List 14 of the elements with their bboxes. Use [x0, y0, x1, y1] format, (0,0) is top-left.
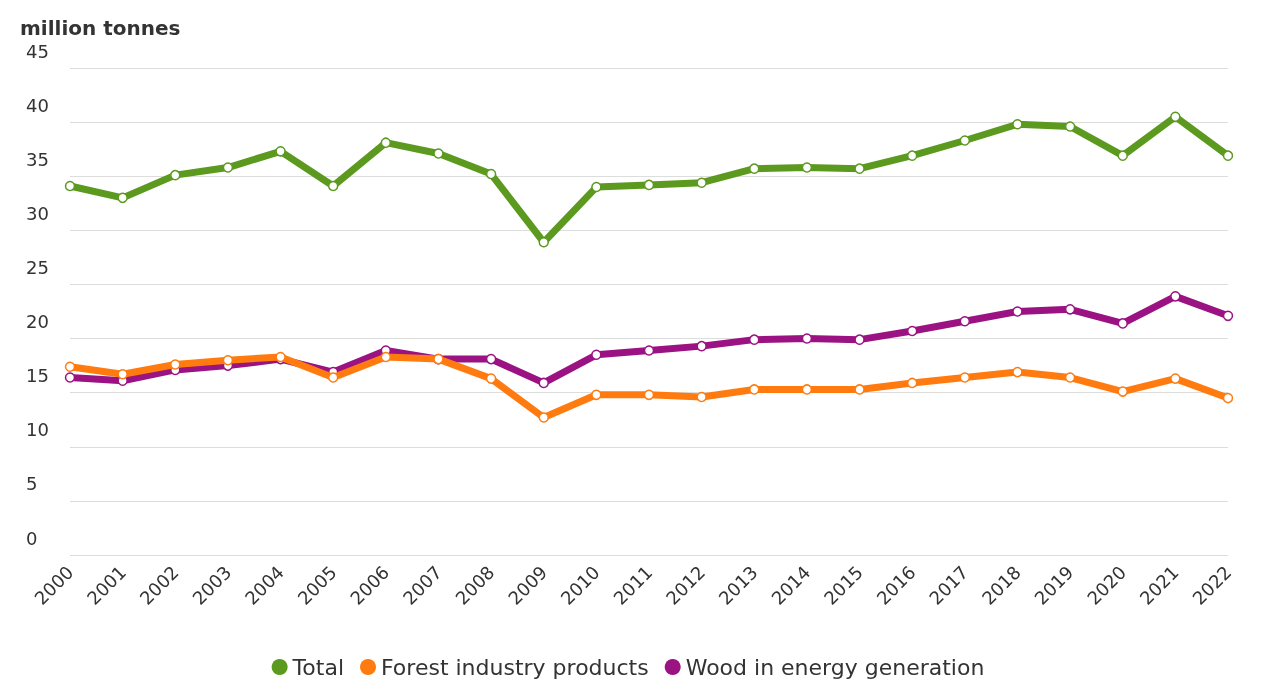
y-tick-label: 30 [26, 202, 49, 224]
y-tick-label: 45 [26, 40, 49, 62]
y-tick-label: 5 [26, 473, 38, 495]
legend-label: Wood in energy generation [685, 654, 985, 680]
y-axis-title: million tonnes [20, 16, 181, 40]
y-tick-label: 15 [26, 365, 49, 387]
y-tick-label: 40 [26, 94, 49, 116]
y-tick-label: 35 [26, 148, 49, 170]
legend-label: Forest industry products [381, 654, 649, 680]
legend-label: Total [291, 654, 345, 680]
y-tick-label: 10 [26, 419, 49, 441]
y-tick-label: 25 [26, 256, 49, 278]
y-tick-label: 20 [26, 311, 49, 333]
y-tick-label: 0 [26, 527, 38, 549]
